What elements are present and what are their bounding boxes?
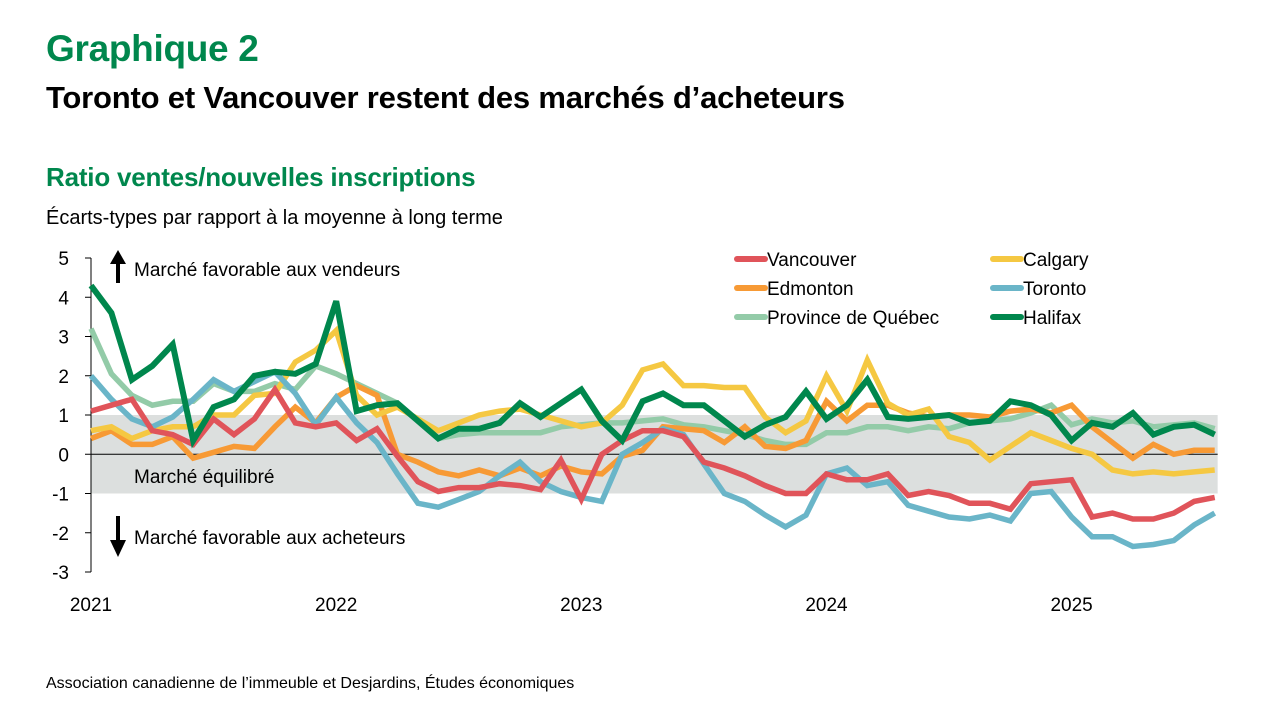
legend-item-province-de-quebec: Province de Québec: [734, 308, 939, 329]
series-lines: [88, 283, 1217, 550]
legend: Vancouver Calgary Edmonton Toronto Province …: [734, 250, 1089, 329]
legend-item-toronto: Toronto: [990, 279, 1086, 300]
y-ticks: 5 4 3 2 1 0 -1 -2 -3: [52, 249, 91, 584]
y-tick-label: -3: [52, 563, 69, 584]
y-tick-label: -1: [52, 485, 69, 506]
y-tick-label: 1: [58, 406, 69, 427]
x-tick-label: 2025: [1050, 595, 1092, 616]
legend-label: Calgary: [1023, 250, 1089, 271]
series-line-vancouver: [90, 384, 1216, 522]
x-tick-label: 2021: [70, 595, 112, 616]
figure-label: Graphique 2: [46, 28, 259, 69]
y-tick-label: 3: [58, 328, 69, 349]
legend-label: Edmonton: [767, 279, 854, 300]
chart-title: Ratio ventes/nouvelles inscriptions: [46, 162, 476, 192]
legend-item-edmonton: Edmonton: [734, 279, 854, 300]
buyers-market-annotation: Marché favorable aux acheteurs: [134, 528, 405, 549]
legend-item-vancouver: Vancouver: [734, 250, 857, 271]
figure-title: Toronto et Vancouver restent des marchés…: [46, 80, 845, 115]
x-ticks: 2021 2022 2023 2024 2025: [70, 595, 1093, 616]
legend-label: Halifax: [1023, 308, 1082, 329]
arrow-up-icon: [110, 250, 126, 283]
legend-label: Toronto: [1023, 279, 1086, 300]
y-tick-label: 2: [58, 367, 69, 388]
sellers-market-annotation: Marché favorable aux vendeurs: [134, 260, 400, 281]
x-tick-label: 2024: [805, 595, 848, 616]
y-tick-label: 4: [58, 288, 69, 309]
y-tick-label: -2: [52, 524, 69, 545]
x-tick-label: 2023: [560, 595, 602, 616]
x-tick-label: 2022: [315, 595, 357, 616]
source-note: Association canadienne de l’immeuble et …: [46, 675, 575, 692]
series-line-toronto: [88, 368, 1217, 550]
legend-label: Province de Québec: [767, 308, 939, 329]
balanced-market-label: Marché équilibré: [134, 467, 274, 488]
y-tick-label: 0: [58, 445, 69, 466]
chart-subtitle: Écarts-types par rapport à la moyenne à …: [46, 207, 503, 229]
arrow-down-icon: [110, 516, 126, 557]
series-line-calgary: [90, 325, 1215, 477]
y-tick-label: 5: [58, 249, 69, 270]
legend-item-halifax: Halifax: [990, 308, 1082, 329]
series-line-halifax: [88, 283, 1216, 449]
legend-label: Vancouver: [767, 250, 857, 271]
legend-item-calgary: Calgary: [990, 250, 1089, 271]
